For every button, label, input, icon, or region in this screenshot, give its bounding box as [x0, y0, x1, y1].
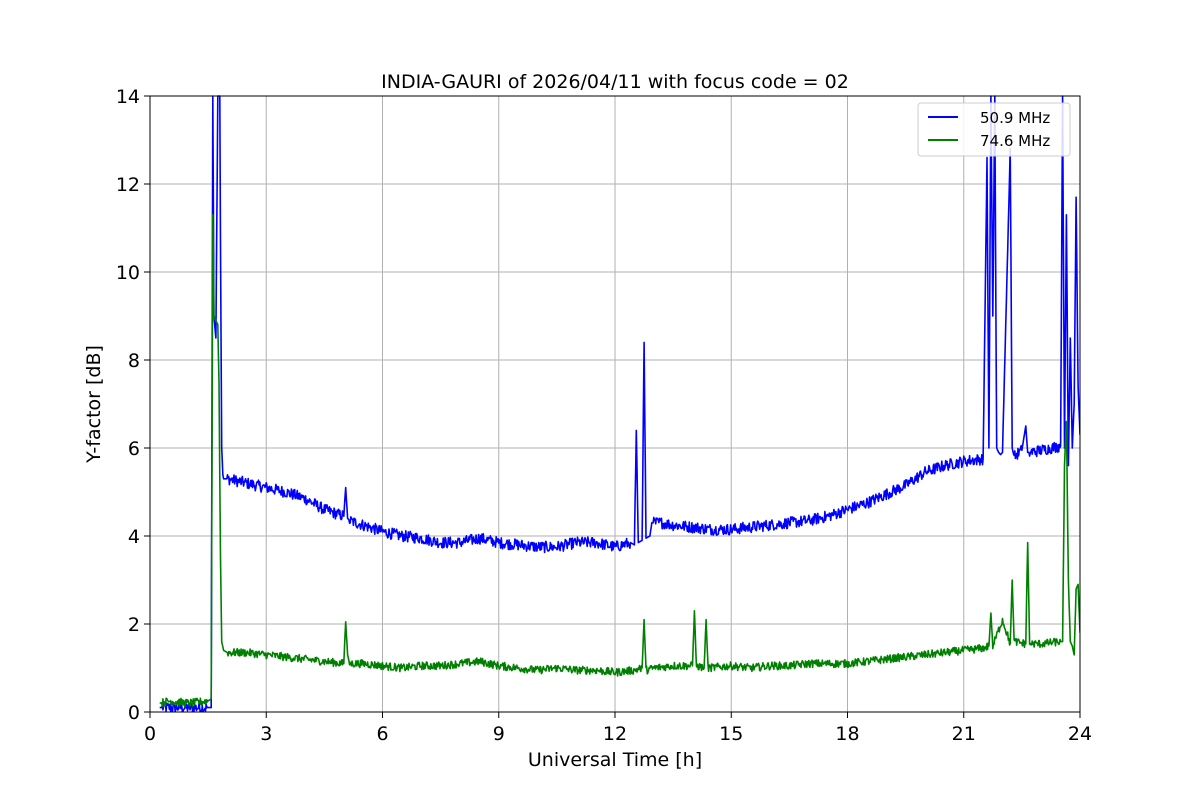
- x-tick-label: 6: [376, 723, 388, 745]
- y-tick-label: 4: [128, 526, 140, 548]
- x-tick-label: 18: [835, 723, 859, 745]
- series-line-50-9-mhz: [159, 95, 1080, 712]
- x-tick-label: 9: [493, 723, 505, 745]
- x-tick-label: 12: [603, 723, 627, 745]
- legend: 50.9 MHz 74.6 MHz: [917, 102, 1071, 157]
- chart-title: INDIA-GAURI of 2026/04/11 with focus cod…: [381, 71, 849, 93]
- y-tick-label: 6: [128, 438, 140, 460]
- legend-label-74-6-mhz: 74.6 MHz: [980, 132, 1050, 150]
- x-tick-label: 21: [952, 723, 976, 745]
- x-tick-label: 3: [260, 723, 272, 745]
- series-layer: [159, 95, 1080, 712]
- y-tick-label: 14: [116, 86, 140, 108]
- y-tick-label: 2: [128, 614, 140, 636]
- legend-label-50-9-mhz: 50.9 MHz: [980, 109, 1050, 127]
- y-tick-label: 8: [128, 350, 140, 372]
- x-tick-label: 15: [719, 723, 743, 745]
- x-axis-label: Universal Time [h]: [528, 749, 702, 771]
- x-tick-label: 0: [144, 723, 156, 745]
- y-tick-label: 10: [116, 262, 140, 284]
- y-axis-label: Y-factor [dB]: [83, 345, 105, 464]
- grid: [149, 95, 1081, 713]
- x-tick-label: 24: [1068, 723, 1092, 745]
- y-tick-label: 0: [128, 702, 140, 724]
- y-axis-ticks: 0 2 4 6 8 10 12 14: [116, 86, 150, 724]
- x-axis-ticks: 0 3 6 9 12 15 18 21 24: [144, 712, 1092, 745]
- y-tick-label: 12: [116, 174, 140, 196]
- series-line-74-6-mhz: [159, 214, 1080, 708]
